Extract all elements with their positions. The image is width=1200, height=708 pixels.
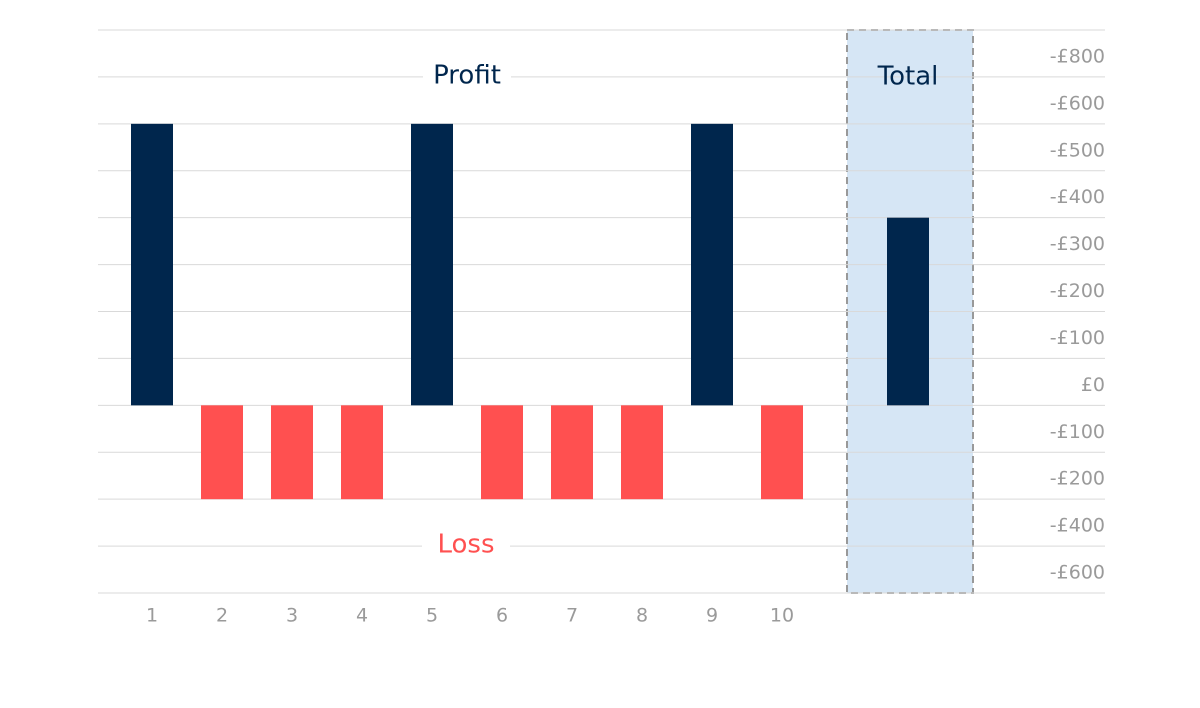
y-tick-label: -£100 <box>1050 327 1105 349</box>
x-tick-label: 5 <box>426 605 438 627</box>
annotation-background <box>422 527 510 563</box>
y-tick-label: -£600 <box>1050 92 1105 114</box>
annotation: Profit <box>433 61 501 91</box>
x-tick-label: 9 <box>706 605 718 627</box>
bar <box>131 123 173 406</box>
y-tick-label: -£800 <box>1050 45 1105 67</box>
bar <box>761 405 803 500</box>
y-tick-label: £0 <box>1081 374 1105 396</box>
x-tick-label: 7 <box>566 605 578 627</box>
bar <box>691 123 733 406</box>
bar <box>411 123 453 406</box>
x-tick-label: 1 <box>146 605 158 627</box>
y-tick-label: -£600 <box>1050 562 1105 584</box>
y-tick-label: -£300 <box>1050 233 1105 255</box>
y-tick-label: -£100 <box>1050 421 1105 443</box>
y-tick-label: -£400 <box>1050 515 1105 537</box>
y-tick-label: -£400 <box>1050 186 1105 208</box>
x-tick-label: 6 <box>496 605 508 627</box>
bar <box>551 405 593 500</box>
y-tick-label: -£500 <box>1050 139 1105 161</box>
y-tick-label: -£200 <box>1050 468 1105 490</box>
bar <box>481 405 523 500</box>
x-tick-label: 10 <box>770 605 794 627</box>
x-tick-label: 8 <box>636 605 648 627</box>
x-tick-label: 3 <box>286 605 298 627</box>
bar <box>621 405 663 500</box>
bar <box>341 405 383 500</box>
annotation-background <box>423 58 511 94</box>
y-tick-label: -£200 <box>1050 280 1105 302</box>
bar <box>271 405 313 500</box>
bar <box>201 405 243 500</box>
x-tick-label: 4 <box>356 605 368 627</box>
annotation: Loss <box>437 530 494 560</box>
bar <box>887 217 929 406</box>
x-tick-label: 2 <box>216 605 228 627</box>
total-label: Total <box>877 62 939 92</box>
